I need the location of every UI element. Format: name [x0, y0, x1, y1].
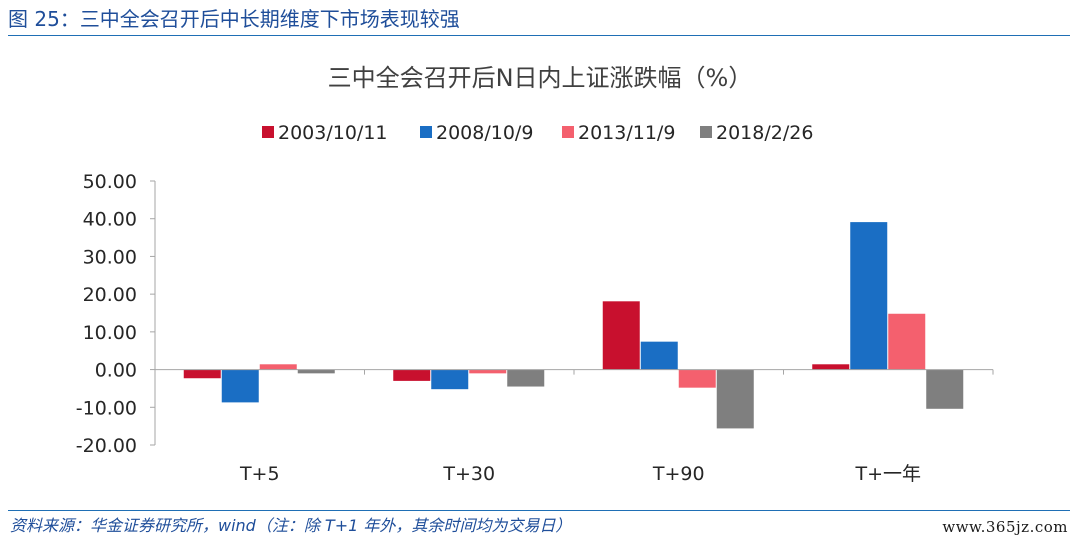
y-tick-label: 40.00 [83, 209, 137, 231]
x-axis: T+5 T+30 T+90 T+一年 [154, 369, 994, 485]
legend-swatch-2013/11/9 [562, 126, 574, 138]
bar-chart: 三中全会召开后N日内上证涨跌幅（%） 2003/10/11 2008/10/9 20… [76, 64, 994, 485]
bar-T+一年-2018/2/26 [926, 369, 964, 409]
chart-title: 三中全会召开后N日内上证涨跌幅（%） [328, 64, 753, 92]
y-tick-label: 20.00 [83, 284, 137, 306]
y-axis: 50.00 40.00 30.00 20.00 10.00 0.00 -10.00 -20.0… [76, 171, 156, 457]
bar-T+一年-2003/10/11 [812, 364, 850, 370]
figure-label: 图 25： [8, 7, 80, 31]
bar-T+30-2018/2/26 [507, 369, 545, 387]
y-tick-label: 30.00 [83, 246, 137, 268]
y-tick-label: 0.00 [95, 360, 137, 382]
bar-T+90-2018/2/26 [716, 369, 754, 429]
bar-T+一年-2008/10/9 [850, 222, 888, 370]
y-tick-label: 50.00 [83, 171, 137, 193]
watermark: www.365jz.com [942, 518, 1068, 536]
figure-header: 图 25：三中全会召开后中长期维度下市场表现较强 [8, 4, 1070, 34]
bar-T+一年-2013/11/9 [888, 313, 926, 370]
x-category-label: T+30 [442, 463, 495, 485]
header-rule [8, 35, 1070, 36]
x-category-label: T+一年 [854, 463, 921, 485]
bar-T+5-2008/10/9 [221, 369, 259, 403]
y-tick-label: -10.00 [76, 397, 137, 419]
footer-rule [8, 510, 1070, 511]
legend-swatch-2003/10/11 [262, 126, 274, 138]
bar-T+30-2013/11/9 [469, 369, 507, 374]
bar-group [183, 222, 964, 429]
figure-title: 三中全会召开后中长期维度下市场表现较强 [79, 7, 460, 31]
bar-T+5-2003/10/11 [183, 369, 221, 379]
bar-T+5-2013/11/9 [259, 364, 297, 370]
y-tick-label: -20.00 [76, 435, 137, 457]
bar-T+90-2003/10/11 [602, 301, 640, 370]
y-tick-label: 10.00 [83, 322, 137, 344]
legend-label-2018/2/26: 2018/2/26 [716, 122, 813, 144]
bar-T+30-2008/10/9 [431, 369, 469, 390]
legend-label-2008/10/9: 2008/10/9 [436, 122, 533, 144]
bar-T+5-2018/2/26 [297, 369, 335, 374]
x-category-label: T+5 [239, 463, 280, 485]
bar-T+30-2003/10/11 [393, 369, 431, 381]
bar-T+90-2008/10/9 [640, 341, 678, 370]
legend-swatch-2008/10/9 [420, 126, 432, 138]
source-note: 资料来源：华金证券研究所，wind（注：除 T+1 年外，其余时间均为交易日） [10, 516, 572, 535]
bar-T+90-2013/11/9 [678, 369, 716, 388]
legend-label-2013/11/9: 2013/11/9 [578, 122, 675, 144]
legend-label-2003/10/11: 2003/10/11 [278, 122, 388, 144]
legend-swatch-2018/2/26 [700, 126, 712, 138]
chart-legend: 2003/10/11 2008/10/9 2013/11/9 2018/2/26 [262, 122, 813, 144]
x-category-label: T+90 [652, 463, 705, 485]
